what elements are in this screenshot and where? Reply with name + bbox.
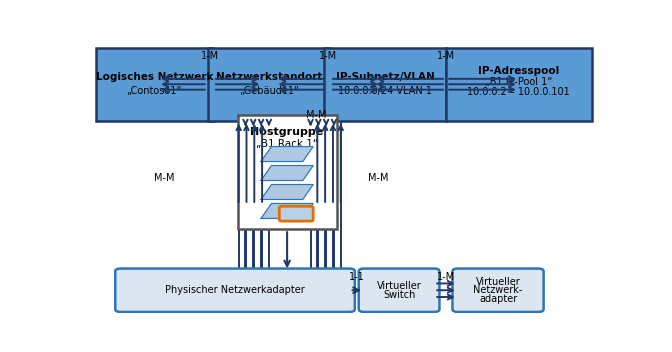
Text: 10.0.0.2 – 10.0.0.101: 10.0.0.2 – 10.0.0.101	[468, 87, 571, 98]
Text: „B1 Rack 1“: „B1 Rack 1“	[256, 139, 319, 149]
Text: M-M: M-M	[155, 173, 175, 183]
FancyBboxPatch shape	[280, 206, 313, 221]
Text: Virtueller: Virtueller	[476, 277, 520, 287]
FancyBboxPatch shape	[359, 269, 439, 312]
Text: „Gebäude1“: „Gebäude1“	[239, 86, 299, 96]
Text: adapter: adapter	[479, 294, 517, 304]
FancyBboxPatch shape	[208, 48, 330, 121]
Text: Hostgruppe: Hostgruppe	[251, 127, 324, 137]
FancyBboxPatch shape	[95, 48, 213, 121]
FancyBboxPatch shape	[446, 48, 592, 121]
FancyBboxPatch shape	[452, 269, 544, 312]
Text: Virtueller: Virtueller	[377, 281, 421, 291]
Text: 10.0.0.0/24 VLAN 1: 10.0.0.0/24 VLAN 1	[338, 86, 432, 96]
Polygon shape	[261, 203, 313, 218]
Text: 1-M: 1-M	[319, 51, 337, 61]
Text: 1-M: 1-M	[201, 51, 219, 61]
Text: IP-Subnetz/VLAN: IP-Subnetz/VLAN	[335, 73, 434, 82]
Text: 1-1: 1-1	[349, 272, 365, 282]
Text: 1-M: 1-M	[437, 51, 455, 61]
Text: 1-M: 1-M	[437, 272, 455, 282]
Polygon shape	[261, 184, 313, 200]
Text: Physischer Netzwerkadapter: Physischer Netzwerkadapter	[165, 285, 305, 295]
FancyBboxPatch shape	[324, 48, 446, 121]
Text: „Contoso1“: „Contoso1“	[126, 86, 182, 96]
Text: Switch: Switch	[383, 290, 415, 300]
Text: „B1 IP-Pool 1“: „B1 IP-Pool 1“	[485, 76, 552, 87]
Text: Netzwerkstandort: Netzwerkstandort	[216, 73, 322, 82]
Text: M-M: M-M	[368, 173, 388, 183]
Text: IP-Adresspool: IP-Adresspool	[478, 66, 560, 76]
FancyBboxPatch shape	[238, 115, 337, 229]
Polygon shape	[261, 146, 313, 162]
Polygon shape	[261, 165, 313, 181]
Text: Netzwerk-: Netzwerk-	[473, 285, 523, 295]
Text: M-M: M-M	[306, 111, 326, 120]
FancyBboxPatch shape	[116, 269, 355, 312]
Text: Logisches Netzwerk: Logisches Netzwerk	[95, 73, 213, 82]
